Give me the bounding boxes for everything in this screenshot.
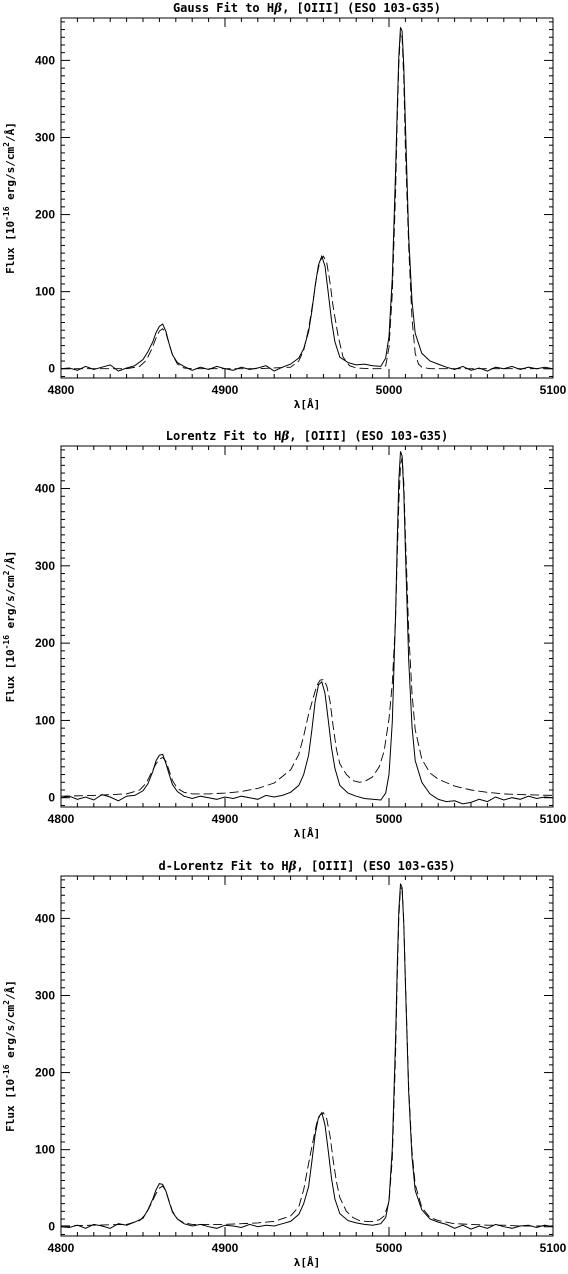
fit-curve-line bbox=[61, 32, 553, 370]
x-tick-label: 5100 bbox=[540, 1241, 567, 1255]
x-tick-label: 5000 bbox=[376, 1241, 403, 1255]
chart-panel-1: 4800 4900 5000 5100 0 100 200 300 400 Gauss Fit t… bbox=[2, 1, 567, 411]
observed-spectrum-line bbox=[61, 451, 553, 805]
observed-spectrum-line bbox=[61, 883, 553, 1230]
x-tick-label: 4900 bbox=[212, 383, 239, 397]
x-tick-label: 4800 bbox=[48, 1241, 75, 1255]
x-tick-label: 5000 bbox=[376, 812, 403, 826]
y-tick-label: 300 bbox=[35, 130, 55, 144]
y-tick-label: 300 bbox=[35, 988, 55, 1002]
fit-curve-line bbox=[61, 457, 553, 797]
observed-spectrum-line bbox=[61, 27, 553, 372]
y-axis-label: Flux [10-16 erg/s/cm2/Å] bbox=[2, 122, 17, 274]
y-tick-label: 400 bbox=[35, 482, 55, 496]
y-tick-label: 100 bbox=[35, 713, 55, 727]
y-tick-label: 400 bbox=[35, 53, 55, 67]
chart-title: d-Lorentz Fit to Hβ, [OIII] (ESO 103-G35… bbox=[159, 859, 456, 873]
x-tick-label: 4900 bbox=[212, 812, 239, 826]
y-tick-label: 200 bbox=[35, 208, 55, 222]
x-tick-label: 5100 bbox=[540, 383, 567, 397]
y-axis-label: Flux [10-16 erg/s/cm2/Å] bbox=[2, 551, 17, 703]
chart-title: Gauss Fit to Hβ, [OIII] (ESO 103-G35) bbox=[173, 1, 441, 15]
plot-frame bbox=[60, 875, 554, 1237]
fit-curve-line bbox=[61, 886, 553, 1227]
chart-title: Lorentz Fit to Hβ, [OIII] (ESO 103-G35) bbox=[166, 429, 449, 443]
x-tick-label: 4900 bbox=[212, 1241, 239, 1255]
y-tick-label: 0 bbox=[48, 791, 55, 805]
x-tick-label: 4800 bbox=[48, 812, 75, 826]
x-tick-label: 5000 bbox=[376, 383, 403, 397]
x-tick-label: 5100 bbox=[540, 812, 567, 826]
chart-panel-2: 4800 4900 5000 5100 0 100 200 300 400 Lorentz Fit… bbox=[2, 429, 567, 840]
y-tick-label: 200 bbox=[35, 1066, 55, 1080]
y-tick-label: 0 bbox=[48, 1220, 55, 1234]
y-axis-label: Flux [10-16 erg/s/cm2/Å] bbox=[2, 980, 17, 1132]
x-axis-label: λ[Å] bbox=[294, 398, 321, 411]
y-tick-label: 400 bbox=[35, 911, 55, 925]
y-tick-label: 300 bbox=[35, 559, 55, 573]
y-tick-label: 100 bbox=[35, 1143, 55, 1157]
plot-frame bbox=[60, 17, 554, 379]
y-tick-label: 200 bbox=[35, 636, 55, 650]
y-tick-label: 100 bbox=[35, 285, 55, 299]
chart-panel-3: 4800 4900 5000 5100 0 100 200 300 400 d-Lorentz F… bbox=[2, 859, 567, 1269]
x-axis-label: λ[Å] bbox=[294, 827, 321, 840]
plot-frame bbox=[60, 445, 554, 808]
x-tick-label: 4800 bbox=[48, 383, 75, 397]
x-axis-label: λ[Å] bbox=[294, 1256, 321, 1269]
y-tick-label: 0 bbox=[48, 362, 55, 376]
